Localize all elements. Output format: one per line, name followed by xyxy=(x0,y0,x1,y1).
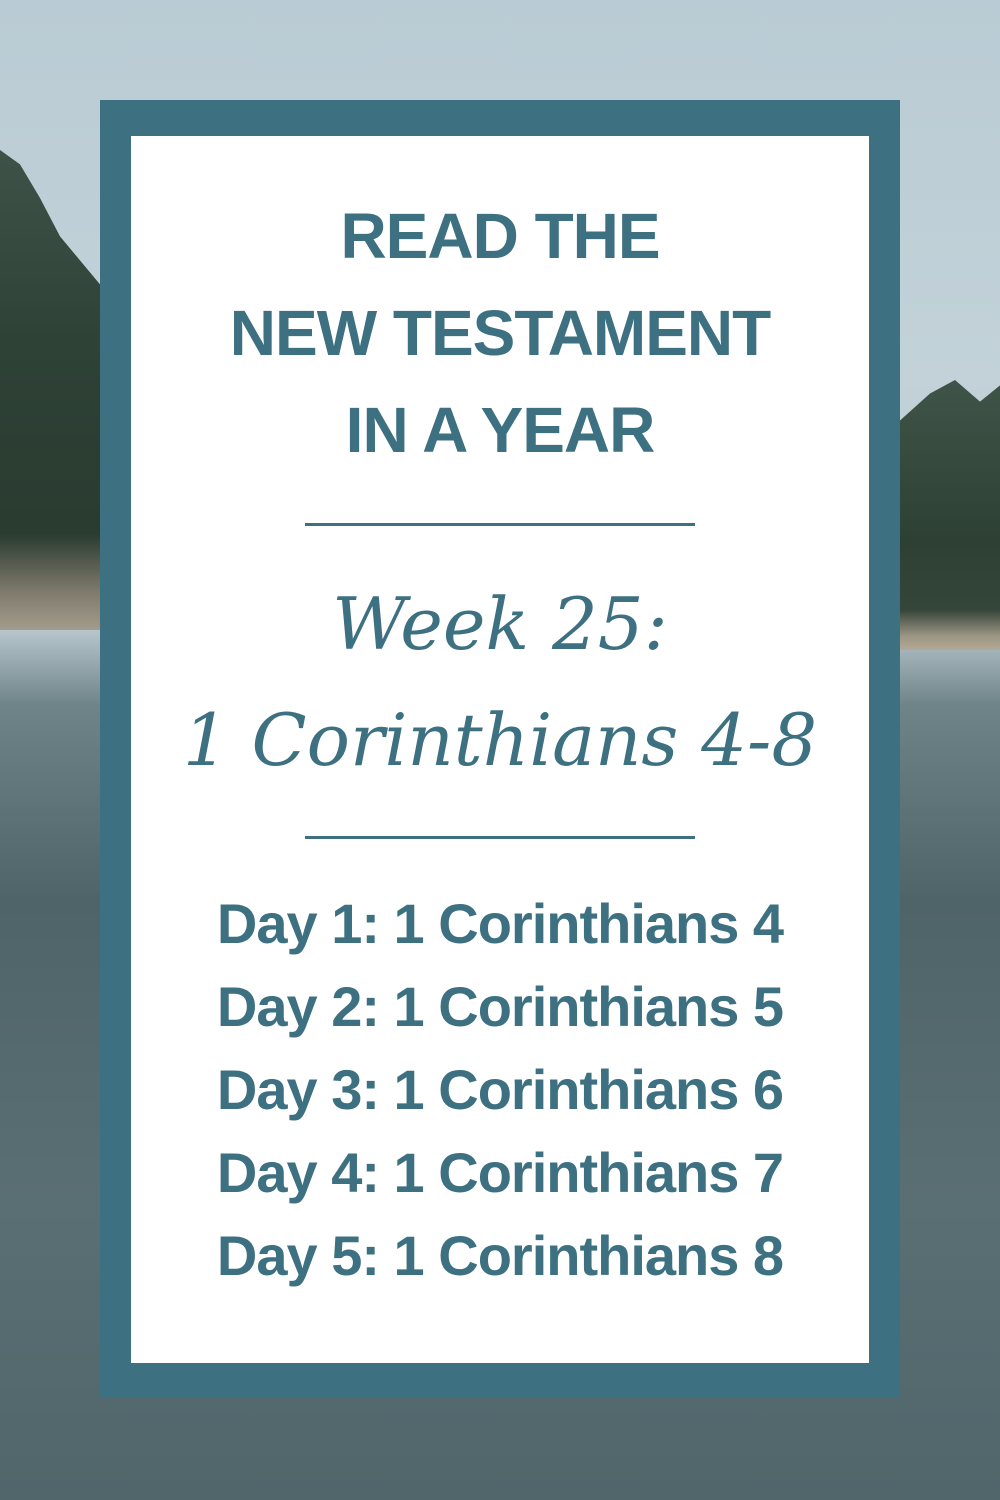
day-item-2: Day 2: 1 Corinthians 5 xyxy=(216,975,784,1038)
trees-left xyxy=(0,150,100,630)
title-line-3: IN A YEAR xyxy=(345,394,656,466)
divider-bottom xyxy=(305,836,695,839)
day-item-3: Day 3: 1 Corinthians 6 xyxy=(216,1058,784,1121)
week-label: Week 25: xyxy=(332,582,668,666)
range-label: 1 Corinthians 4-8 xyxy=(182,698,818,782)
title-line-2: NEW TESTAMENT xyxy=(229,297,771,369)
title-line-1: READ THE xyxy=(340,200,660,272)
day-item-4: Day 4: 1 Corinthians 7 xyxy=(216,1141,784,1204)
divider-top xyxy=(305,523,695,526)
reading-plan-card: READ THE NEW TESTAMENT IN A YEAR Week 25… xyxy=(131,136,869,1363)
day-item-1: Day 1: 1 Corinthians 4 xyxy=(216,892,784,955)
day-item-5: Day 5: 1 Corinthians 8 xyxy=(216,1224,784,1287)
trees-right xyxy=(900,380,1000,650)
teal-frame: READ THE NEW TESTAMENT IN A YEAR Week 25… xyxy=(100,100,900,1398)
